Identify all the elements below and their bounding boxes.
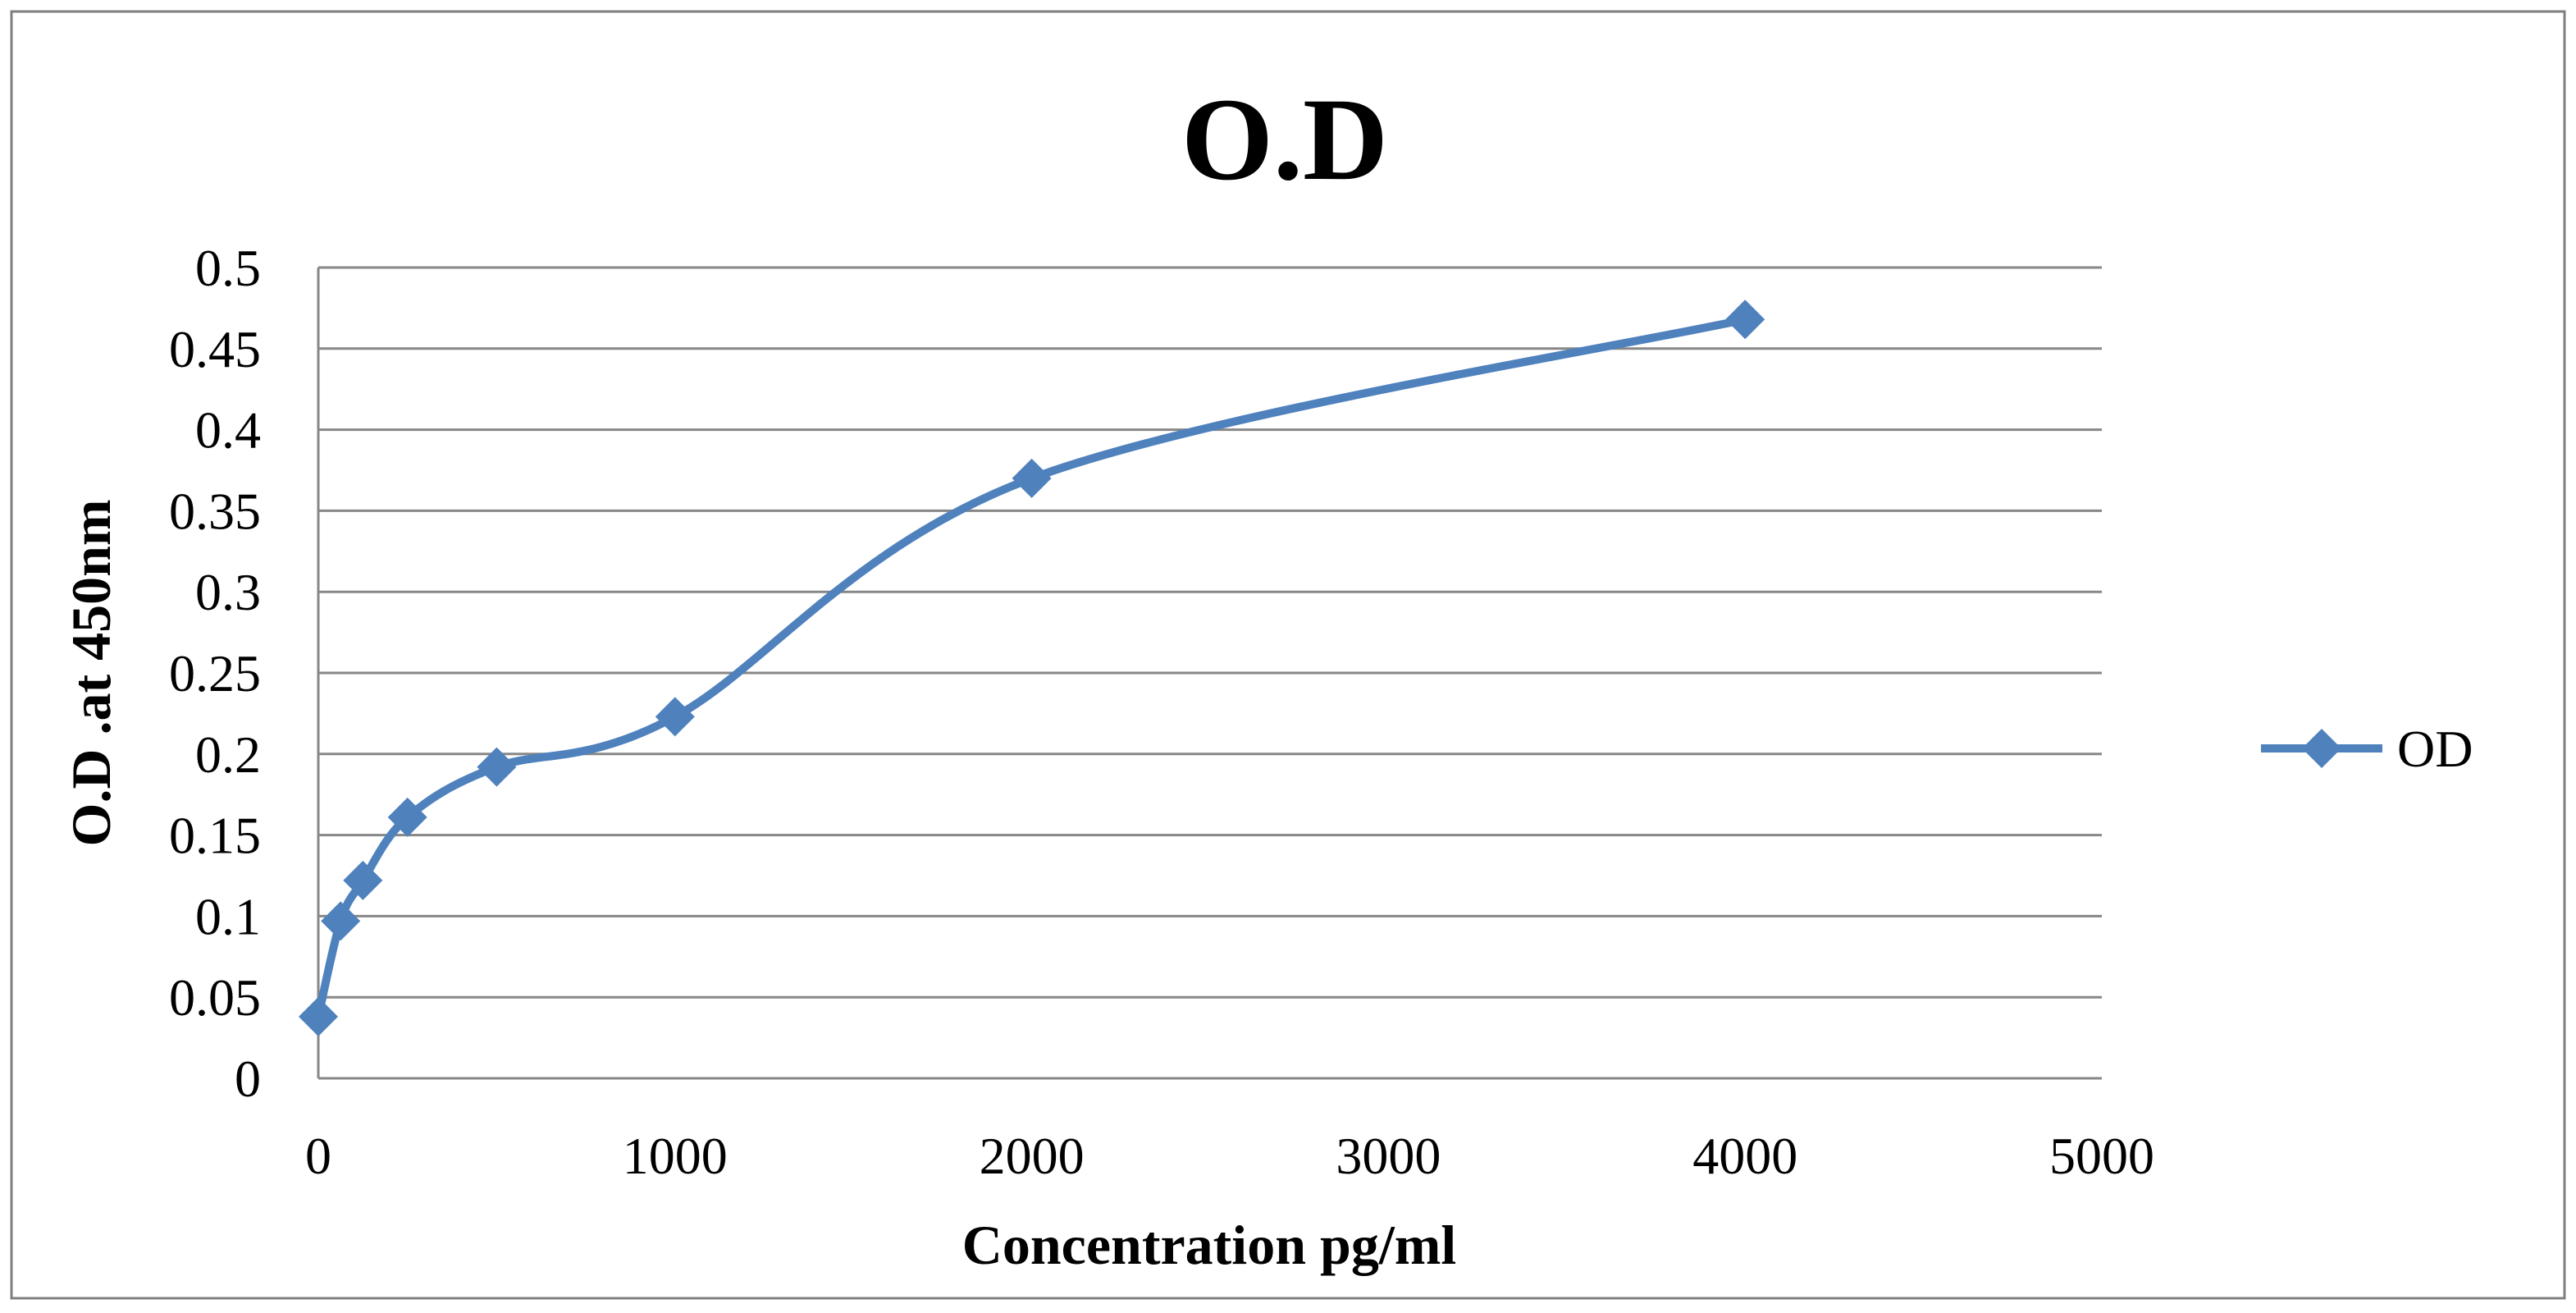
series-group: [299, 300, 1765, 1036]
y-tick-label: 0: [235, 1050, 261, 1108]
y-tick-label: 0.5: [195, 239, 261, 297]
y-tick-label: 0.45: [169, 320, 261, 378]
x-tick-label: 5000: [2049, 1127, 2154, 1185]
data-point: [299, 996, 338, 1036]
y-tick-label: 0.15: [169, 807, 261, 865]
legend-label-od: OD: [2397, 720, 2473, 778]
chart-border: [10, 10, 2566, 1300]
gridlines: [318, 266, 2102, 999]
y-axis-title: O.D .at 450nm: [60, 499, 122, 846]
y-tick-label: 0.3: [195, 563, 261, 621]
x-axis-ticks: 0 1000 2000 3000 4000 5000: [305, 1127, 2154, 1185]
data-point: [1725, 300, 1765, 340]
y-tick-label: 0.35: [169, 482, 261, 540]
chart-title: O.D: [1181, 75, 1388, 205]
legend: OD: [2261, 720, 2473, 778]
legend-marker-od: [2302, 729, 2341, 768]
x-tick-label: 0: [305, 1127, 331, 1185]
data-point: [343, 860, 383, 900]
data-point: [1012, 458, 1052, 498]
y-tick-label: 0.4: [195, 401, 261, 460]
data-point: [655, 697, 695, 737]
x-tick-label: 3000: [1336, 1127, 1441, 1185]
y-tick-label: 0.05: [169, 968, 261, 1027]
data-point: [387, 797, 427, 837]
y-tick-label: 0.25: [169, 644, 261, 702]
x-tick-label: 1000: [623, 1127, 728, 1185]
x-tick-label: 2000: [980, 1127, 1085, 1185]
x-tick-label: 4000: [1692, 1127, 1797, 1185]
data-point: [321, 901, 361, 941]
y-axis-ticks: 0 0.05 0.1 0.15 0.2 0.25 0.3 0.35 0.4 0.45 0.5: [169, 239, 261, 1108]
data-point: [477, 747, 517, 787]
x-axis-title: Concentration pg/ml: [962, 1214, 1457, 1276]
y-tick-label: 0.2: [195, 725, 261, 784]
y-tick-label: 0.1: [195, 887, 261, 945]
